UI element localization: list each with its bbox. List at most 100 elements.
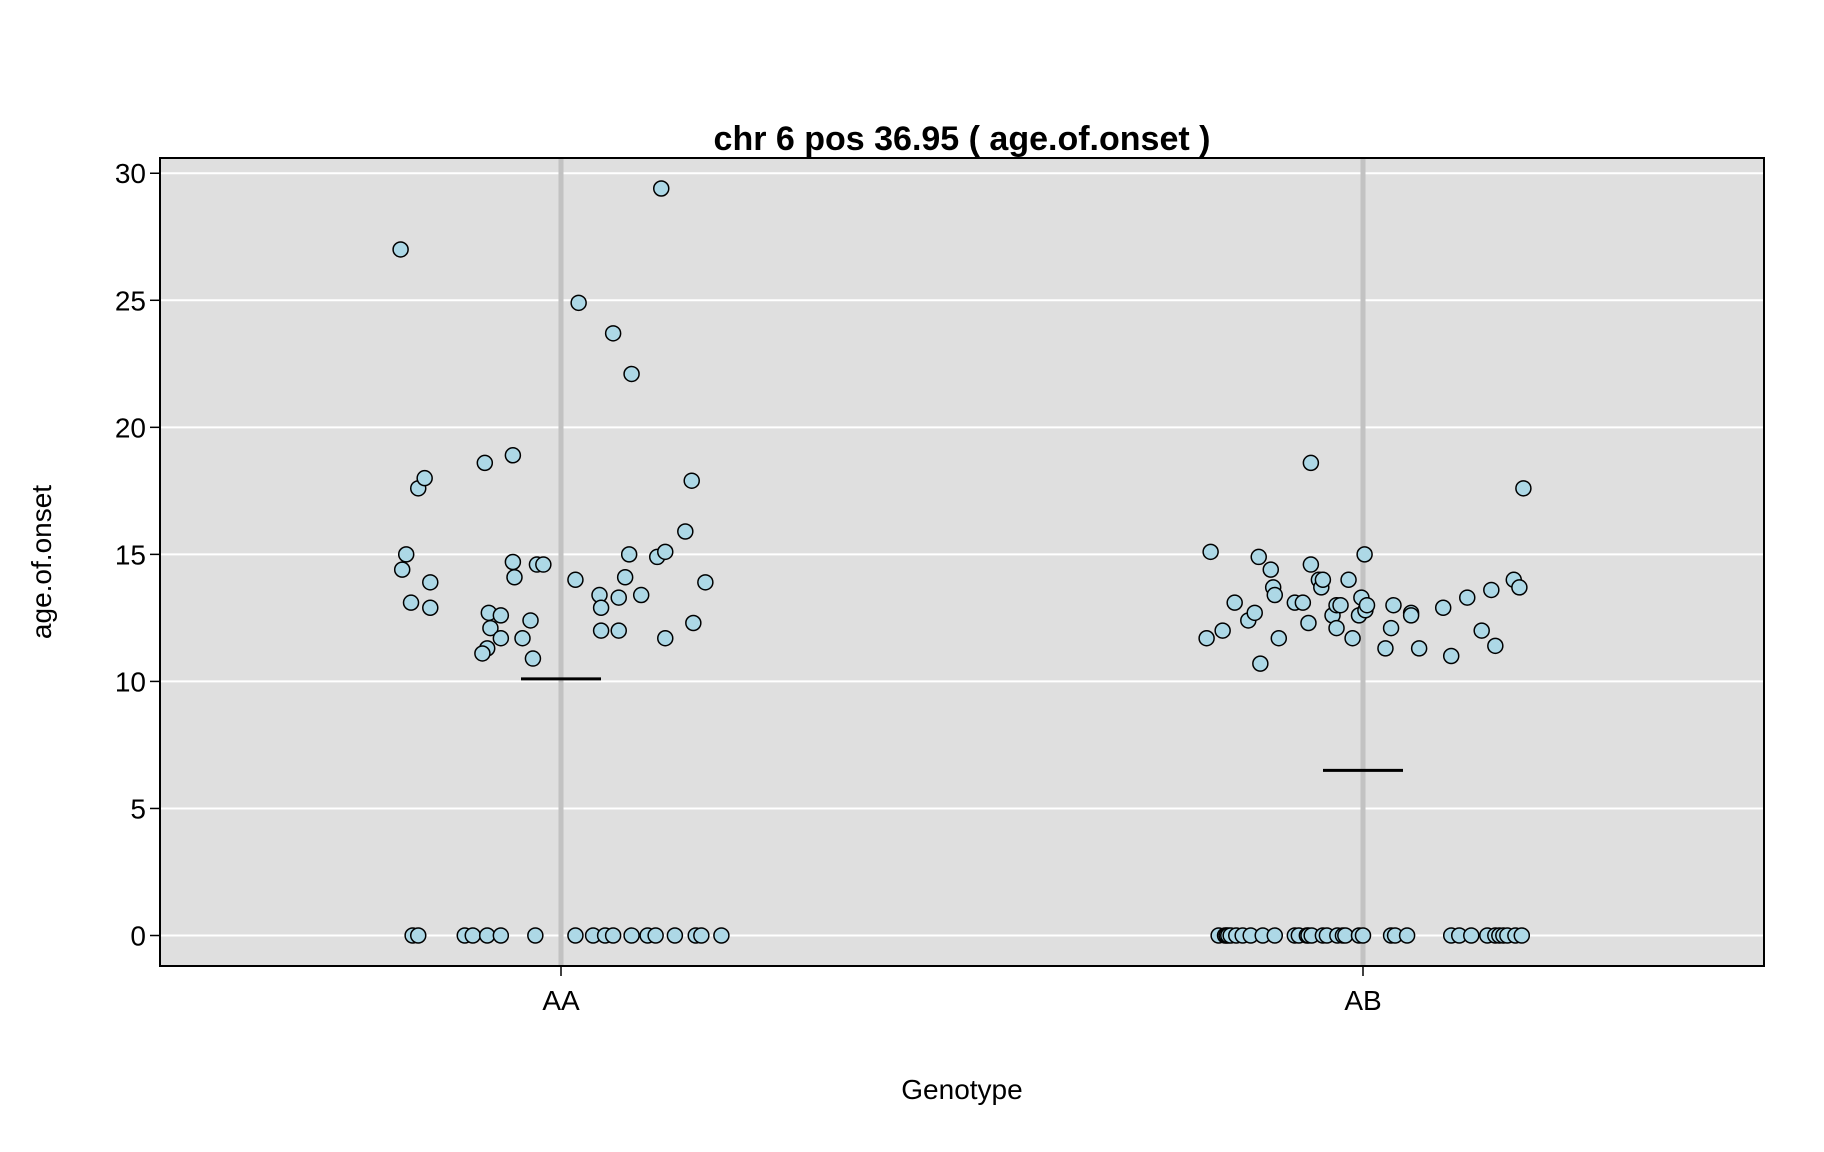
data-point-AB-6 — [1250, 548, 1267, 566]
data-point-AA-48 — [492, 927, 510, 944]
mean-lines — [521, 677, 1403, 772]
data-point-AB-28 — [1356, 546, 1373, 563]
data-point-AA-53 — [604, 927, 622, 944]
y-tick-label-25: 25 — [115, 285, 146, 316]
data-point-AA-32 — [610, 589, 627, 606]
data-point-AA-35 — [632, 586, 650, 604]
data-point-AB-67 — [1354, 927, 1372, 944]
data-point-AB-70 — [1398, 927, 1416, 944]
data-point-AB-11 — [1270, 629, 1288, 647]
y-tick-label-0: 0 — [130, 921, 146, 952]
data-point-AA-15 — [522, 612, 539, 629]
gridlines — [160, 172, 1764, 937]
data-point-AB-25 — [1344, 629, 1361, 647]
data-point-AA-13 — [492, 607, 510, 624]
data-points — [392, 180, 1532, 944]
data-point-AA-1 — [397, 546, 415, 563]
data-point-AB-40 — [1473, 622, 1490, 639]
panel-border — [159, 157, 1765, 967]
data-point-AB-24 — [1340, 571, 1357, 589]
data-point-AA-3 — [402, 594, 420, 611]
data-point-AA-29 — [592, 599, 610, 616]
data-point-AA-44 — [409, 927, 427, 944]
data-point-AA-0 — [392, 241, 409, 258]
data-point-AA-30 — [592, 622, 610, 639]
data-point-AB-1 — [1202, 543, 1219, 561]
data-point-AA-6 — [422, 574, 439, 591]
data-point-AA-39 — [677, 523, 694, 540]
data-point-AB-55 — [1266, 927, 1284, 944]
data-point-AB-80 — [1513, 927, 1531, 944]
x-axis: AA AB — [542, 966, 1382, 1016]
data-point-AA-60 — [713, 927, 730, 944]
data-point-AB-32 — [1382, 619, 1400, 637]
data-point-AA-33 — [616, 568, 634, 586]
data-point-AB-41 — [1483, 581, 1500, 599]
data-point-AB-2 — [1214, 622, 1231, 639]
data-point-AB-45 — [1515, 480, 1532, 497]
data-point-AA-41 — [685, 614, 702, 632]
data-point-AB-39 — [1459, 589, 1476, 606]
data-point-AA-47 — [478, 927, 496, 944]
x-tick-label-AB: AB — [1344, 985, 1381, 1016]
y-axis: 0 5 10 15 20 25 30 — [115, 158, 160, 952]
data-point-AA-9 — [504, 447, 522, 464]
data-point-AB-19 — [1314, 571, 1332, 589]
data-point-AB-65 — [1337, 927, 1354, 944]
data-point-AB-21 — [1328, 619, 1345, 637]
data-point-AB-13 — [1294, 594, 1312, 611]
data-point-AA-25 — [623, 365, 640, 383]
data-point-AA-7 — [422, 599, 439, 616]
chart-title: chr 6 pos 36.95 ( age.of.onset ) — [714, 120, 1211, 158]
y-axis-label: age.of.onset — [26, 485, 57, 639]
data-point-AA-27 — [567, 571, 584, 589]
data-point-AB-16 — [1302, 556, 1320, 573]
data-point-AA-19 — [474, 645, 491, 662]
y-tick-label-15: 15 — [115, 539, 146, 570]
panel-background — [160, 158, 1764, 966]
data-point-AB-5 — [1246, 604, 1263, 622]
data-point-AB-15 — [1302, 454, 1320, 472]
data-point-AB-31 — [1377, 640, 1394, 657]
data-point-AB-37 — [1434, 599, 1452, 616]
data-point-AA-34 — [620, 546, 638, 563]
data-point-AA-38 — [657, 629, 674, 647]
y-tick-label-5: 5 — [130, 793, 146, 824]
data-point-AB-44 — [1511, 579, 1528, 596]
x-tick-label-AA: AA — [542, 985, 580, 1016]
data-point-AA-14 — [482, 619, 499, 637]
data-point-AA-49 — [527, 927, 544, 944]
data-point-AA-26 — [653, 180, 670, 197]
data-point-AA-17 — [492, 629, 510, 647]
data-point-AA-22 — [535, 556, 552, 573]
data-point-AB-23 — [1332, 596, 1349, 614]
data-point-AB-73 — [1463, 927, 1480, 944]
x-axis-label: Genotype — [901, 1074, 1022, 1105]
data-point-AA-16 — [514, 629, 531, 647]
data-point-AB-10 — [1266, 586, 1284, 604]
data-point-AB-14 — [1300, 614, 1317, 632]
data-point-AB-42 — [1487, 637, 1504, 655]
data-point-AA-5 — [416, 469, 433, 487]
data-point-AA-24 — [604, 325, 622, 342]
data-point-AB-36 — [1410, 640, 1428, 657]
data-point-AB-8 — [1262, 561, 1280, 578]
data-point-AA-8 — [476, 454, 494, 472]
data-point-AA-37 — [657, 543, 674, 561]
y-tick-label-30: 30 — [115, 158, 146, 189]
y-tick-label-10: 10 — [115, 666, 146, 697]
data-point-AB-35 — [1402, 607, 1420, 624]
data-point-AA-56 — [647, 927, 664, 944]
data-point-AB-0 — [1198, 629, 1215, 647]
data-point-AA-54 — [623, 927, 640, 944]
data-point-AB-38 — [1442, 647, 1460, 665]
data-point-AA-40 — [683, 472, 700, 489]
data-point-AA-10 — [504, 553, 522, 571]
data-point-AB-3 — [1226, 594, 1243, 611]
data-point-AA-59 — [693, 927, 710, 944]
data-point-AA-57 — [666, 927, 684, 944]
data-point-AA-2 — [393, 561, 411, 578]
data-point-AB-30 — [1358, 596, 1376, 614]
data-point-AB-7 — [1252, 655, 1269, 672]
